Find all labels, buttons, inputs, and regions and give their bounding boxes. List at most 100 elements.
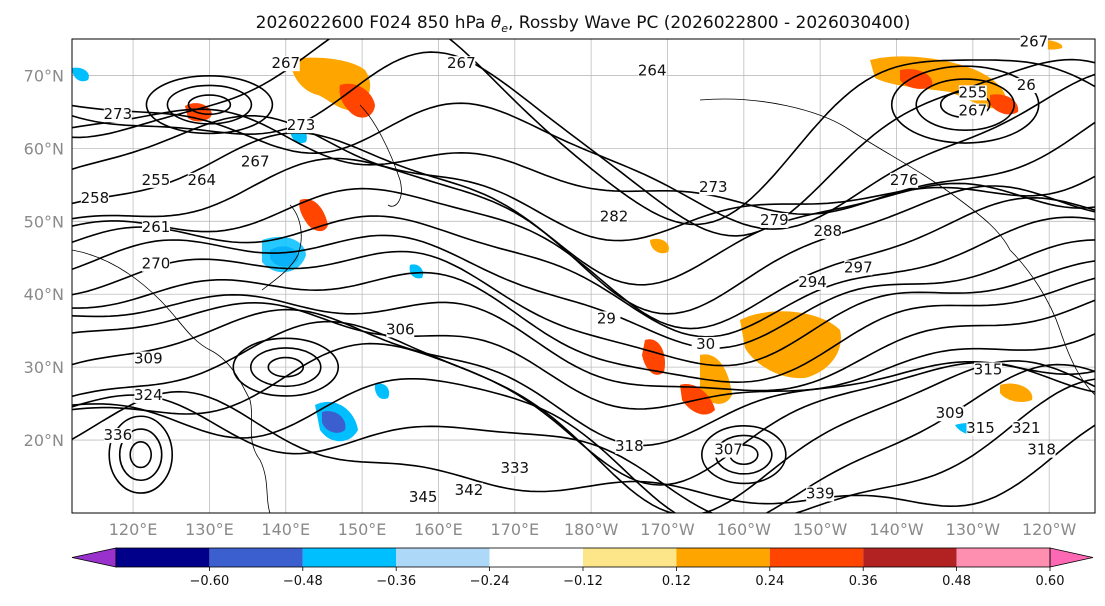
contour-label: 315 (974, 360, 1003, 378)
shade-blob-negative (322, 411, 346, 433)
contour-label: 264 (638, 61, 667, 79)
colorbar-tick-label: 0.48 (942, 574, 971, 589)
contour-label-bg (958, 103, 987, 119)
contour-label-bg (1012, 78, 1041, 94)
contour-line (72, 157, 1095, 315)
contour-label: 267 (1020, 32, 1049, 50)
contour-label-bg (935, 406, 964, 422)
colorbar: −0.60 −0.48 −0.36 −0.24 −0.12 0.12 0.24 0.36 0.4… (71, 547, 1094, 589)
latitude-ticks: 20°N 30°N 40°N 50°N 60°N 70°N (24, 66, 64, 450)
lon-tick-label: 150°W (793, 520, 848, 539)
contour-cell (129, 441, 153, 469)
coastlines (72, 98, 1095, 513)
contour-label: 267 (959, 102, 988, 120)
contour-cell (145, 75, 274, 135)
contour-label: 264 (187, 171, 216, 189)
contour-line (72, 131, 1095, 286)
shade-blob-positive (990, 94, 1019, 115)
contour-label: 267 (447, 54, 476, 72)
contour-line (72, 301, 1095, 410)
colorbar-segment (583, 548, 677, 567)
contour-cell (118, 428, 163, 482)
lon-tick-label: 180°W (564, 520, 619, 539)
lat-tick-label: 60°N (24, 139, 64, 158)
contour-line (72, 215, 1095, 338)
contour-label: 318 (615, 437, 644, 455)
contour-label-bg (187, 172, 216, 188)
colorbar-segment (116, 548, 210, 567)
contour-label: 267 (241, 153, 270, 171)
shade-blob-positive (700, 354, 732, 404)
colorbar-tick-label: −0.12 (563, 574, 603, 589)
colorbar-segment (676, 548, 770, 567)
contour-label: 307 (714, 441, 743, 459)
shade-blob-positive (1000, 383, 1033, 403)
contour-cell (915, 78, 1016, 132)
colorbar-extend-left (71, 547, 117, 568)
lon-tick-label: 130°E (185, 520, 234, 539)
coastline-kamchatka (359, 104, 402, 207)
lat-tick-label: 50°N (24, 212, 64, 231)
colorbar-segment (396, 548, 490, 567)
title-suffix: , Rossby Wave PC (2026022800 - 202603040… (508, 13, 910, 33)
contour-line (72, 363, 1095, 513)
shade-blob-positive (900, 69, 933, 89)
contour-label-bg (638, 63, 667, 79)
colorbar-segment (769, 548, 864, 567)
contour-line (72, 234, 1095, 349)
contour-label: 261 (142, 218, 171, 236)
contour-label: 267 (271, 54, 300, 72)
contour-label: 306 (386, 320, 415, 338)
colorbar-segment (209, 548, 303, 567)
title-prefix: 2026022600 F024 850 hPa (256, 13, 491, 33)
contour-cell (166, 84, 253, 125)
coastline-alaska (699, 98, 1011, 251)
contour-label: 309 (936, 404, 965, 422)
colorbar-tick-label: 0.60 (1036, 574, 1065, 589)
colorbar-segment (489, 548, 583, 567)
chart-title: 2026022600 F024 850 hPa θe, Rossby Wave … (256, 13, 911, 35)
lon-tick-label: 160°W (717, 520, 772, 539)
contour-line (72, 390, 1095, 508)
contour-label: 273 (287, 116, 316, 134)
contour-label-bg (1027, 442, 1056, 458)
theta-e-contours (72, 39, 1095, 513)
coastline-north-america (1009, 249, 1095, 396)
contour-label-bg (134, 387, 163, 403)
contour-label: 282 (600, 207, 629, 225)
contour-label: 336 (103, 426, 132, 444)
contour-label-bg (454, 482, 483, 498)
contour-label-bg (1012, 420, 1041, 436)
contour-label: 297 (844, 258, 873, 276)
contour-label: 288 (813, 222, 842, 240)
contour-line (72, 250, 1095, 367)
contour-cell (267, 356, 305, 378)
colorbar-segment (956, 548, 1050, 567)
lat-tick-label: 40°N (24, 285, 64, 304)
contour-label: 273 (103, 105, 132, 123)
contour-label-bg (141, 256, 170, 272)
shade-blob-positive (642, 339, 666, 375)
contour-label-bg (287, 118, 316, 134)
colorbar-tick-label: −0.60 (189, 574, 229, 589)
shade-blob-negative (72, 67, 89, 82)
contour-label-bg (600, 209, 629, 225)
lon-tick-label: 140°E (261, 520, 310, 539)
lon-tick-label: 120°E (109, 520, 158, 539)
shade-blob-positive (650, 238, 669, 254)
contour-line (72, 378, 1095, 513)
contour-label-bg (699, 180, 728, 196)
longitude-ticks: 120°E 130°E 140°E 150°E 160°E 170°E 180°W 170°W… (109, 520, 1077, 539)
contour-label-bg (103, 107, 132, 123)
lon-tick-label: 150°E (338, 520, 387, 539)
lat-tick-label: 30°N (24, 358, 64, 377)
contour-label-bg (241, 154, 270, 170)
map-frame (71, 38, 1096, 514)
contour-line (72, 320, 1095, 486)
title-symbol: θ (491, 13, 502, 33)
contour-label: 345 (409, 488, 438, 506)
contour-line (72, 187, 1095, 330)
contour-cell (108, 415, 174, 494)
colorbar-tick-label: −0.48 (283, 574, 323, 589)
